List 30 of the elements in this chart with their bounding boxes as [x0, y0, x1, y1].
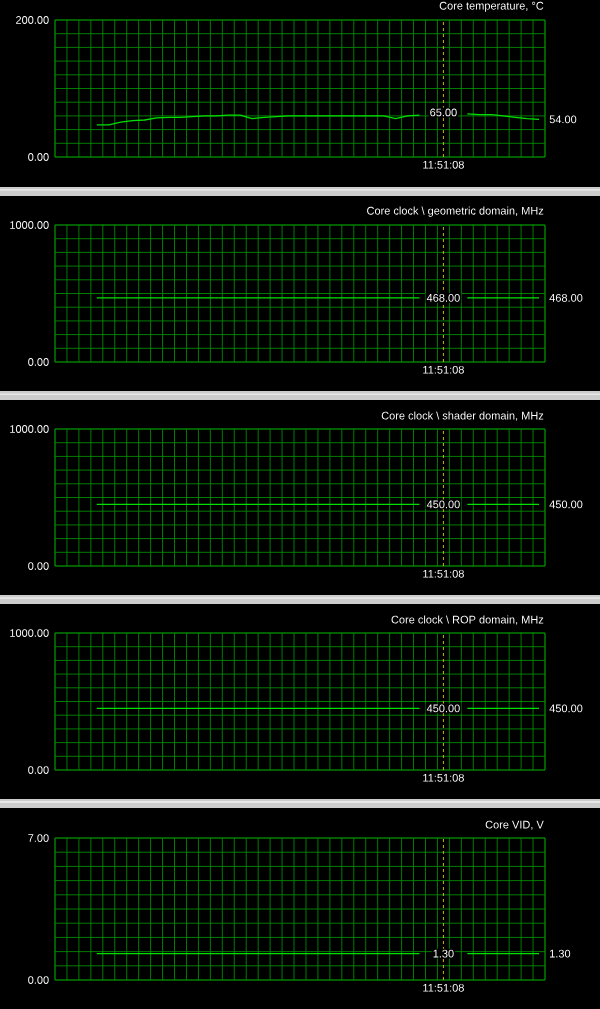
- chart-title: Core VID, V: [485, 820, 544, 830]
- y-tick-label: 0.00: [28, 976, 49, 984]
- annotation: 468.00: [426, 294, 460, 302]
- x-tick-label: 11:51:08: [423, 569, 464, 578]
- y-tick-label: 1000.00: [10, 221, 49, 229]
- y-tick-label: 0.00: [28, 562, 49, 570]
- chart-title: Core clock \ ROP domain, MHz: [391, 615, 544, 625]
- y-tick-label: 0.00: [28, 153, 49, 161]
- chart-title: Core clock \ shader domain, MHz: [381, 411, 544, 421]
- x-tick-label: 11:51:08: [423, 160, 464, 169]
- y-tick-label: 0.00: [28, 358, 49, 366]
- annotation: 1.30: [433, 949, 454, 958]
- x-tick-label: 11:51:08: [423, 773, 464, 782]
- text: 450.00: [549, 704, 583, 713]
- y-tick-label: 1000.00: [10, 425, 49, 433]
- y-tick-label: 200.00: [16, 16, 49, 24]
- y-tick-label: 0.00: [28, 766, 49, 774]
- text: 1.30: [550, 949, 571, 958]
- annotation: 65.00: [430, 108, 457, 117]
- text: 450.00: [549, 500, 583, 509]
- x-tick-label: 11:51:08: [423, 365, 464, 374]
- text: 468.00: [549, 294, 583, 302]
- text: 54.00: [549, 115, 577, 124]
- chart-title: Core temperature, °C: [439, 1, 544, 12]
- y-tick-label: 7.00: [28, 834, 49, 842]
- annotation: 450.00: [426, 704, 460, 713]
- y-tick-label: 1000.00: [10, 629, 49, 637]
- chart-title: Core clock \ geometric domain, MHz: [367, 206, 544, 217]
- x-tick-label: 11:51:08: [423, 983, 464, 992]
- annotation: 450.00: [426, 500, 460, 509]
